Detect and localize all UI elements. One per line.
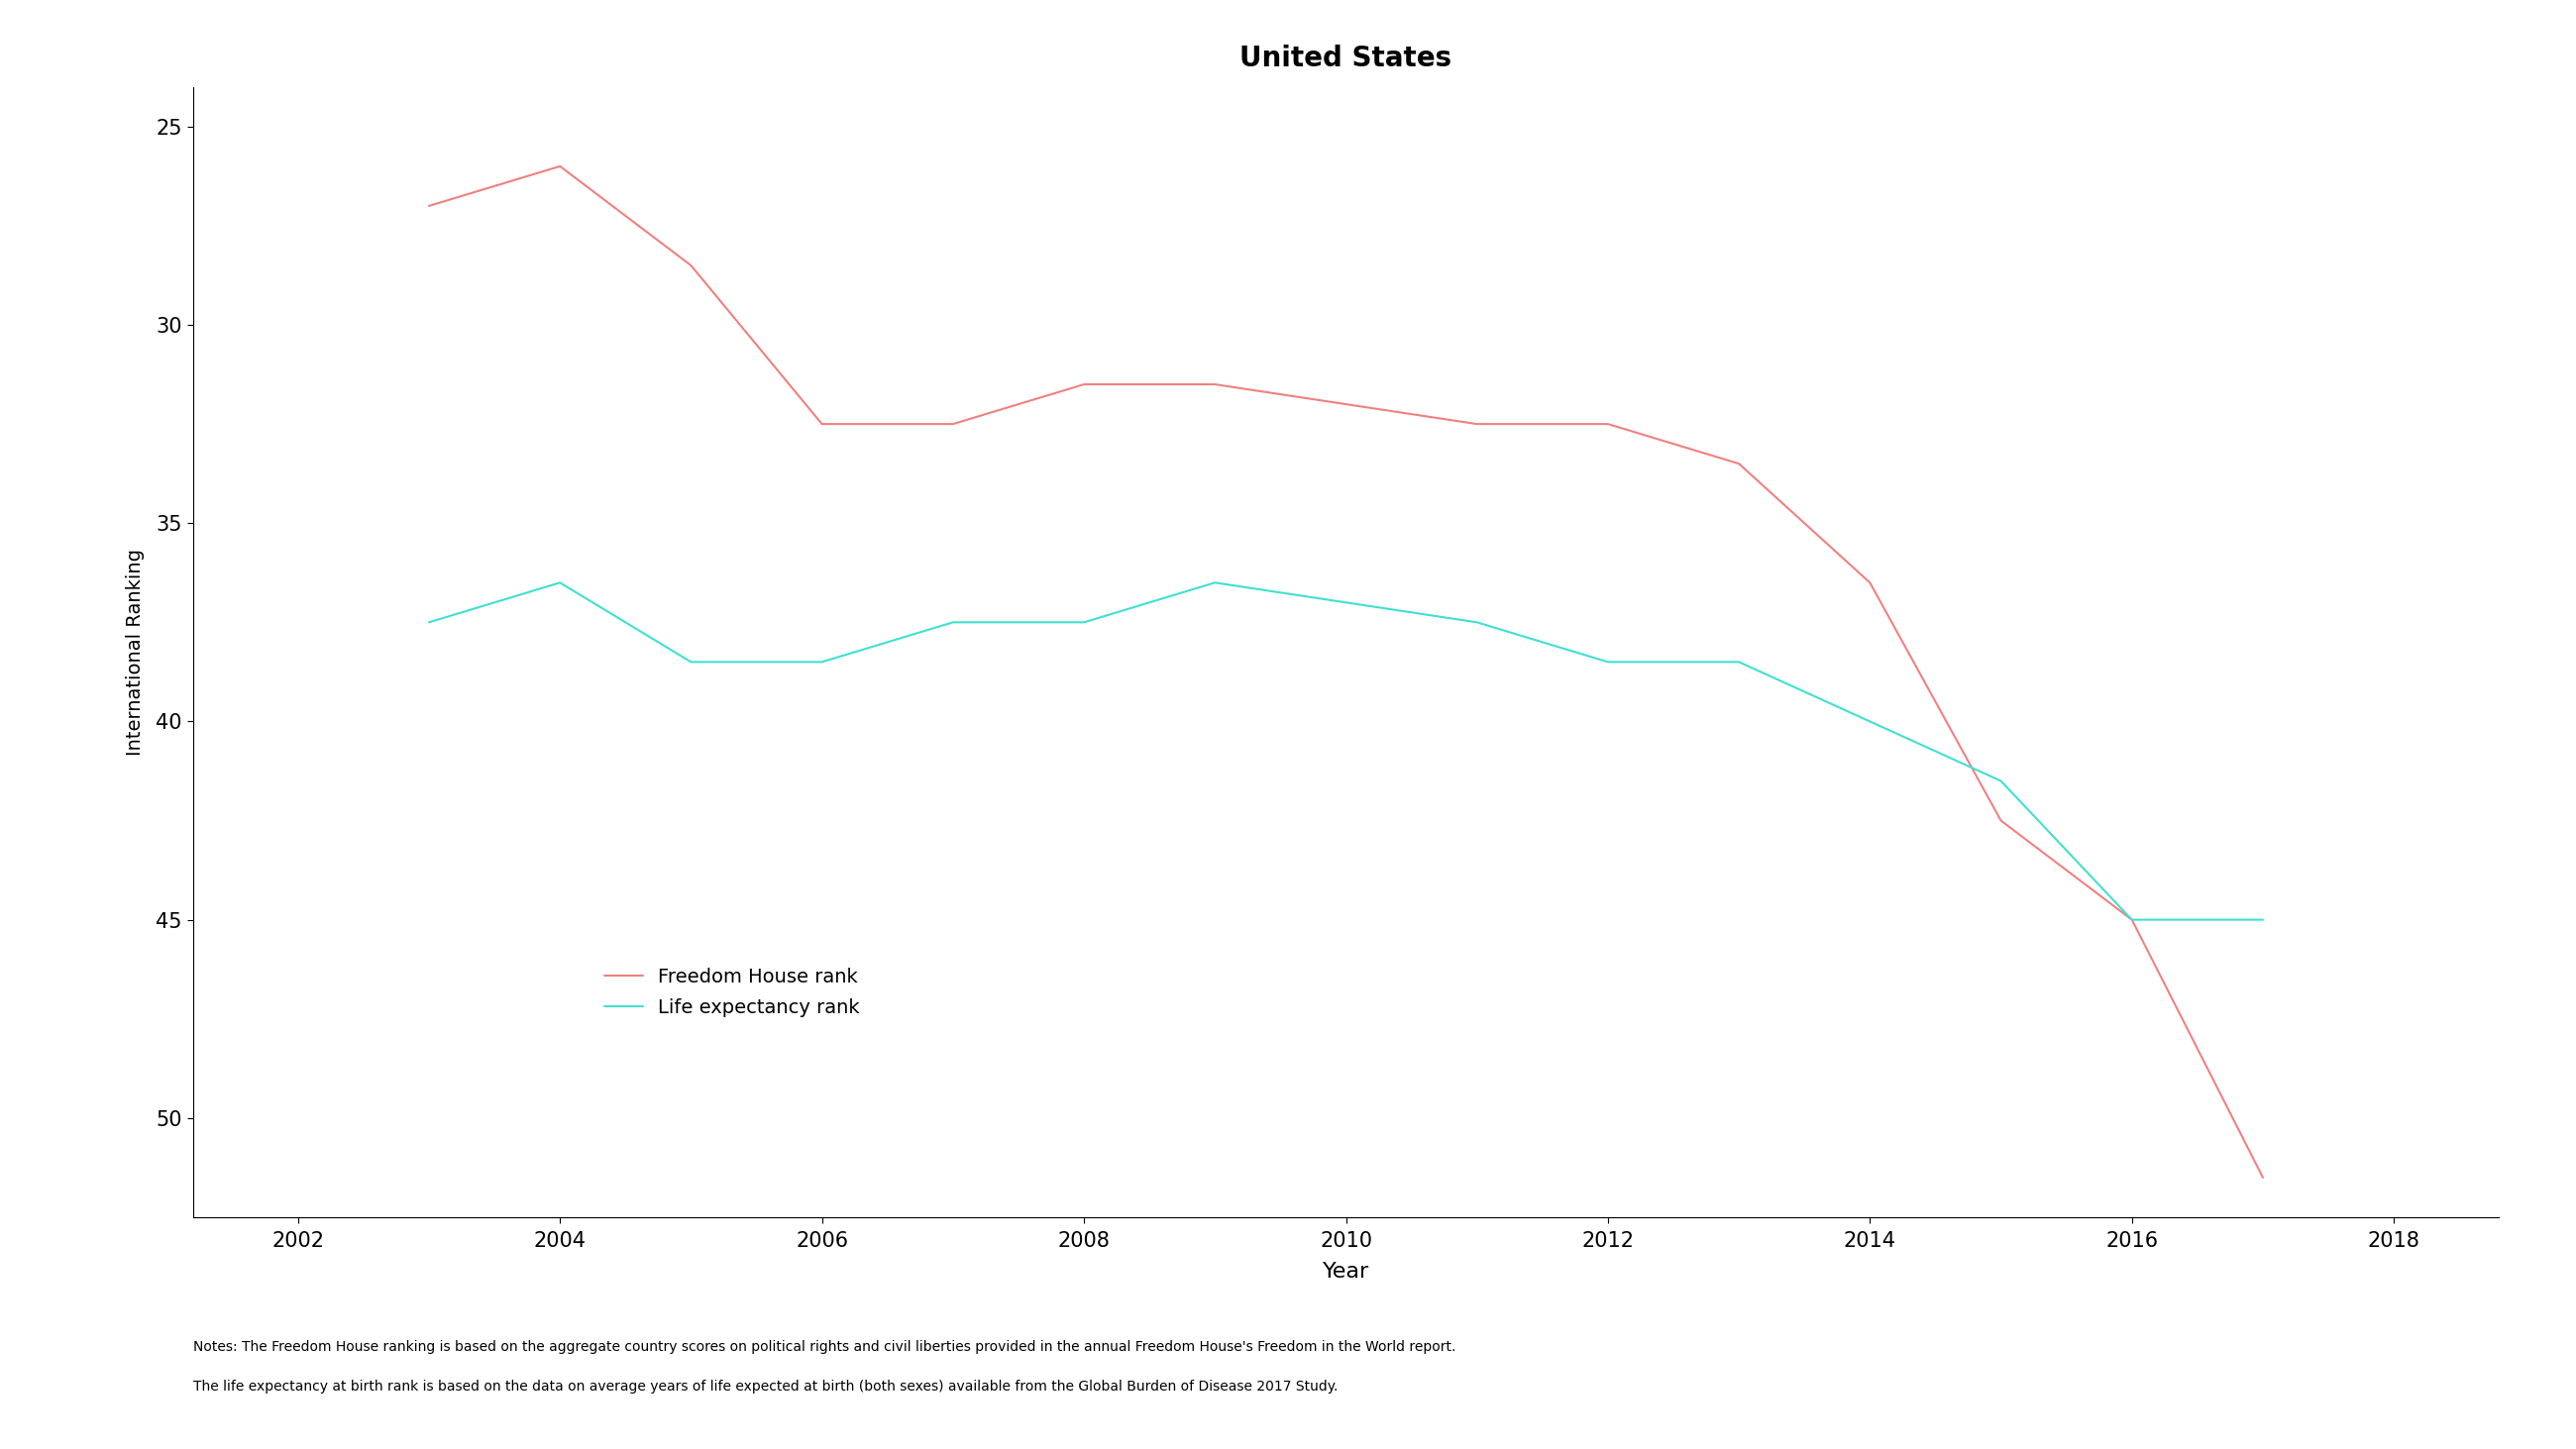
Line: Freedom House rank: Freedom House rank: [430, 167, 2262, 1178]
Line: Life expectancy rank: Life expectancy rank: [430, 582, 2262, 920]
Freedom House rank: [1200, 375, 1231, 393]
Life expectancy rank: [938, 613, 969, 630]
Life expectancy rank: [2117, 911, 2148, 929]
Freedom House rank: [2246, 1169, 2277, 1187]
Life expectancy rank: [806, 653, 837, 671]
Life expectancy rank: [1461, 613, 1492, 630]
Freedom House rank: [1069, 375, 1100, 393]
Life expectancy rank: [675, 653, 706, 671]
Freedom House rank: [1329, 396, 1360, 413]
Y-axis label: International Ranking: International Ranking: [126, 549, 144, 755]
Life expectancy rank: [1200, 574, 1231, 591]
Freedom House rank: [675, 256, 706, 274]
Freedom House rank: [1723, 455, 1754, 472]
Freedom House rank: [2117, 911, 2148, 929]
Freedom House rank: [938, 416, 969, 433]
Life expectancy rank: [1723, 653, 1754, 671]
Life expectancy rank: [1329, 594, 1360, 611]
Freedom House rank: [1461, 416, 1492, 433]
Title: United States: United States: [1239, 45, 1453, 72]
Life expectancy rank: [1986, 772, 2017, 790]
Freedom House rank: [415, 197, 446, 214]
Freedom House rank: [1986, 811, 2017, 829]
Text: The life expectancy at birth rank is based on the data on average years of life : The life expectancy at birth rank is bas…: [193, 1379, 1337, 1394]
Text: Notes: The Freedom House ranking is based on the aggregate country scores on pol: Notes: The Freedom House ranking is base…: [193, 1340, 1455, 1355]
Freedom House rank: [806, 416, 837, 433]
Legend: Freedom House rank, Life expectancy rank: Freedom House rank, Life expectancy rank: [595, 958, 871, 1027]
Freedom House rank: [544, 158, 574, 175]
Freedom House rank: [1855, 574, 1886, 591]
X-axis label: Year: Year: [1321, 1262, 1370, 1281]
Life expectancy rank: [1069, 613, 1100, 630]
Life expectancy rank: [544, 574, 574, 591]
Life expectancy rank: [2246, 911, 2277, 929]
Life expectancy rank: [1592, 653, 1623, 671]
Freedom House rank: [1592, 416, 1623, 433]
Life expectancy rank: [1855, 713, 1886, 730]
Life expectancy rank: [415, 613, 446, 630]
